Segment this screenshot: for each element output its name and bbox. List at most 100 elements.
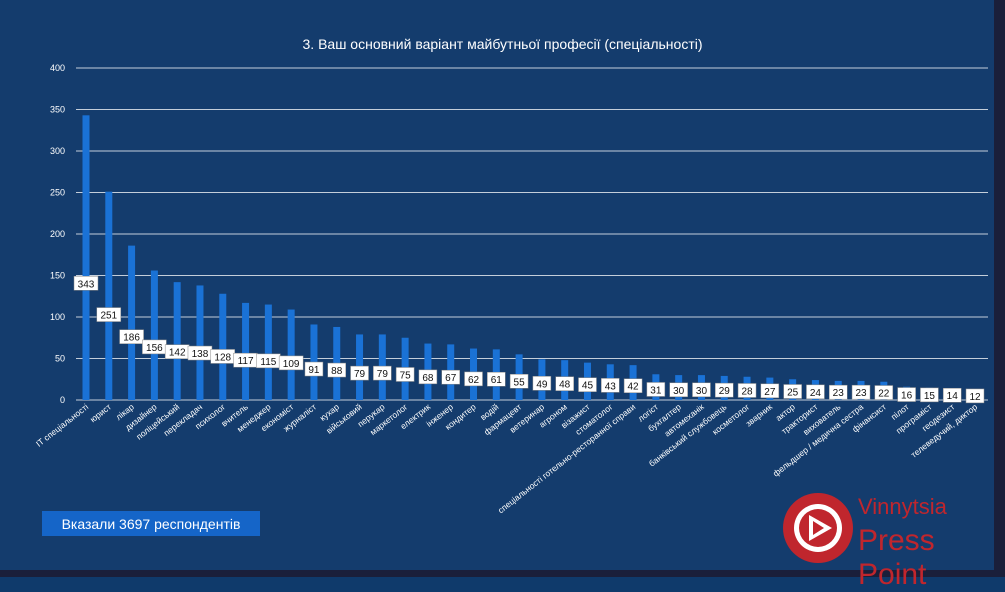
y-tick-label: 250 (50, 188, 65, 198)
data-label-box (828, 384, 848, 400)
y-tick-label: 200 (50, 229, 65, 239)
data-label: 186 (123, 333, 140, 344)
y-axis-ticks: 0 50 100 150 200 250 300 350 400 (50, 63, 65, 405)
data-label-box (395, 367, 415, 382)
data-label: 128 (214, 352, 231, 363)
data-label: 31 (650, 385, 662, 396)
data-label-box (851, 384, 871, 400)
data-label-box (304, 361, 324, 377)
data-label: 109 (283, 359, 300, 370)
data-label-box (965, 388, 985, 404)
y-tick-label: 400 (50, 63, 65, 73)
data-label: 22 (878, 389, 890, 400)
data-label-box (73, 276, 99, 291)
data-label: 115 (260, 357, 276, 368)
data-label-box (737, 383, 757, 398)
data-label: 343 (78, 279, 95, 290)
data-label: 49 (536, 379, 548, 390)
y-tick-label: 50 (55, 354, 65, 364)
respondents-count-box: Вказали 3697 респондентів (42, 511, 260, 536)
data-label-box (646, 382, 666, 397)
y-tick-label: 350 (50, 105, 65, 115)
data-label: 23 (855, 388, 867, 399)
bar (219, 293, 227, 400)
data-label-box (920, 387, 939, 403)
bar (264, 304, 272, 400)
data-label-box (96, 307, 122, 322)
data-label-box (464, 371, 483, 387)
play-logo-icon (783, 493, 853, 563)
data-label-box (532, 376, 552, 391)
data-label: 142 (169, 348, 186, 359)
data-label: 29 (719, 386, 731, 397)
data-label-box (487, 371, 506, 387)
data-label: 61 (491, 375, 503, 386)
data-label: 25 (787, 387, 799, 398)
data-label-box (623, 378, 643, 393)
data-label-box (418, 369, 438, 385)
chart-title: 3. Ваш основний варіант майбутньої профе… (302, 36, 703, 52)
data-label: 24 (810, 388, 822, 399)
logo-text-line2: Press Point (858, 524, 935, 591)
data-label-box (327, 362, 346, 378)
data-label: 79 (377, 369, 389, 380)
data-label: 117 (238, 356, 254, 367)
data-label-box (692, 382, 711, 398)
data-label: 14 (947, 391, 959, 402)
data-label: 30 (673, 386, 685, 397)
vinnytsia-press-point-logo: Vinnytsia Press Point (782, 490, 992, 591)
data-label-box (942, 387, 962, 403)
data-label-box (441, 369, 460, 385)
data-label-box (874, 385, 894, 400)
data-label: 138 (192, 349, 209, 360)
data-label: 48 (559, 380, 571, 391)
bar (82, 115, 90, 400)
data-label-box (350, 365, 369, 381)
data-label-box (555, 376, 574, 391)
data-label-box (601, 378, 620, 393)
data-label: 62 (468, 375, 480, 386)
data-label: 251 (100, 311, 117, 322)
data-label-box (578, 377, 597, 392)
data-label: 42 (628, 382, 640, 393)
bar (196, 285, 204, 400)
data-label: 28 (741, 386, 753, 397)
grid-lines (76, 67, 988, 401)
data-label: 16 (901, 391, 913, 402)
data-label: 23 (833, 388, 845, 399)
data-label: 27 (764, 387, 776, 398)
data-label: 15 (924, 391, 936, 402)
data-label-box (760, 383, 780, 399)
data-label-box (278, 355, 304, 371)
data-label: 156 (146, 343, 163, 354)
y-tick-label: 0 (60, 395, 65, 405)
data-label: 45 (582, 381, 594, 392)
data-label-box (897, 387, 916, 402)
bar (128, 245, 136, 400)
data-label: 88 (331, 366, 343, 377)
bar (105, 191, 113, 400)
data-label-box (669, 382, 688, 398)
bottom-border (0, 570, 1005, 577)
data-label: 67 (445, 373, 457, 384)
y-tick-label: 150 (50, 271, 65, 281)
bar (242, 302, 250, 400)
data-label: 91 (308, 365, 320, 376)
logo-text-line1: Vinnytsia (858, 494, 947, 519)
y-tick-label: 300 (50, 146, 65, 156)
data-label: 75 (400, 370, 412, 381)
data-label: 12 (969, 392, 981, 403)
data-label: 79 (354, 369, 366, 380)
x-tick-label: юрист (88, 402, 113, 425)
x-tick-label: IT спеціальності (34, 402, 90, 449)
data-label: 55 (514, 377, 526, 388)
bar (173, 282, 181, 400)
data-label-box (715, 382, 734, 398)
chart-frame (0, 0, 994, 570)
bar (287, 309, 295, 400)
data-label-box (509, 374, 529, 389)
data-label-box (806, 384, 825, 400)
right-border (994, 0, 1005, 577)
